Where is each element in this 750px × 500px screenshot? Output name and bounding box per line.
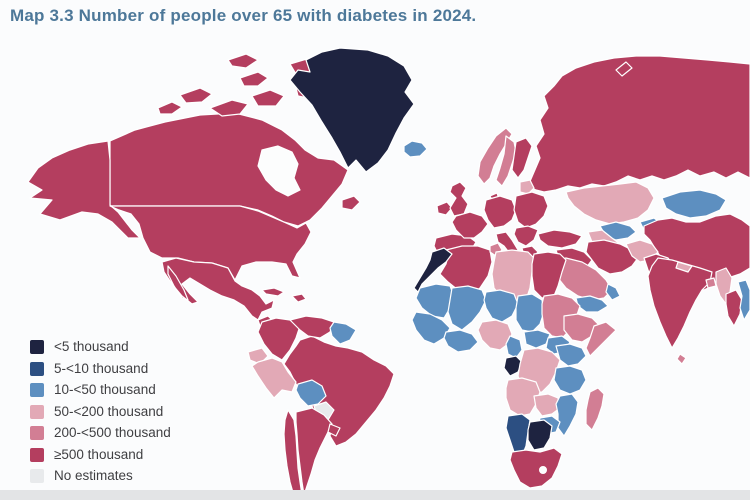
region-central-african-rep bbox=[523, 329, 551, 349]
region-somalia bbox=[585, 321, 617, 357]
legend-swatch-10to50k bbox=[30, 383, 44, 397]
region-niger bbox=[483, 289, 519, 323]
region-uk bbox=[449, 181, 469, 217]
region-argentina bbox=[295, 407, 333, 496]
region-bangladesh bbox=[705, 277, 717, 289]
map-legend: <5 thousand 5-<10 thousand 10-<50 thousa… bbox=[30, 340, 171, 483]
region-zambia bbox=[533, 393, 561, 417]
region-chad bbox=[515, 293, 545, 333]
region-cameroon bbox=[505, 335, 523, 359]
region-guyanas bbox=[329, 321, 357, 345]
region-nepal bbox=[675, 261, 693, 273]
region-egypt bbox=[531, 251, 567, 299]
legend-item: No estimates bbox=[30, 469, 171, 483]
region-usa bbox=[109, 205, 312, 281]
region-uruguay bbox=[327, 423, 341, 437]
region-madagascar bbox=[585, 387, 605, 431]
region-south-africa bbox=[509, 447, 563, 489]
legend-swatch-lt5k bbox=[30, 340, 44, 354]
region-mozambique bbox=[555, 393, 579, 437]
legend-item: ≥500 thousand bbox=[30, 446, 171, 462]
legend-swatch-5to10k bbox=[30, 361, 44, 376]
legend-label: 50-<200 thousand bbox=[54, 403, 164, 419]
region-botswana bbox=[527, 419, 553, 451]
region-angola bbox=[505, 377, 541, 417]
region-balkans bbox=[513, 225, 539, 247]
region-tanzania bbox=[553, 365, 587, 395]
region-thailand bbox=[725, 289, 743, 327]
legend-label: No estimates bbox=[54, 468, 133, 483]
region-west-africa bbox=[411, 311, 451, 345]
region-india bbox=[647, 257, 713, 349]
legend-item: 10-<50 thousand bbox=[30, 383, 171, 397]
region-mongolia bbox=[661, 189, 727, 219]
region-germany-central bbox=[483, 195, 517, 229]
legend-label: 10-<50 thousand bbox=[54, 382, 156, 397]
region-hispaniola bbox=[291, 293, 307, 303]
region-norway bbox=[477, 127, 513, 185]
region-turkey bbox=[537, 229, 583, 249]
region-finland bbox=[511, 137, 533, 179]
legend-swatch-ge500k bbox=[30, 447, 44, 462]
legend-swatch-none bbox=[30, 469, 44, 483]
region-ireland bbox=[436, 201, 453, 216]
legend-swatch-200to500k bbox=[30, 426, 44, 440]
region-mexico bbox=[161, 257, 275, 321]
region-cuba bbox=[261, 287, 285, 297]
region-oman bbox=[605, 283, 621, 301]
region-sri-lanka bbox=[676, 353, 687, 365]
hudson-bay bbox=[257, 145, 301, 197]
footer-strip bbox=[0, 490, 750, 500]
region-mauritania bbox=[415, 283, 455, 319]
legend-swatch-50to200k bbox=[30, 404, 44, 419]
region-mali bbox=[447, 285, 487, 331]
region-france bbox=[451, 211, 489, 239]
legend-item: 5-<10 thousand bbox=[30, 360, 171, 376]
legend-label: <5 thousand bbox=[54, 339, 129, 354]
region-alaska bbox=[27, 140, 141, 239]
region-greenland bbox=[289, 47, 415, 173]
region-baltics bbox=[519, 179, 535, 195]
region-morocco-wsahara bbox=[413, 247, 453, 293]
legend-label: 200-<500 thousand bbox=[54, 425, 171, 440]
legend-label: ≥500 thousand bbox=[54, 446, 144, 462]
region-vietnam bbox=[737, 279, 750, 321]
region-russia bbox=[527, 55, 750, 193]
region-kazakhstan bbox=[565, 181, 655, 225]
region-nigeria bbox=[477, 319, 513, 351]
region-iceland bbox=[403, 140, 428, 158]
lesotho-enclave bbox=[539, 466, 547, 474]
region-ivory-ghana bbox=[443, 329, 479, 353]
region-gabon-congo bbox=[503, 355, 523, 377]
region-bolivia bbox=[295, 379, 327, 407]
legend-item: 200-<500 thousand bbox=[30, 426, 171, 440]
legend-item: 50-<200 thousand bbox=[30, 403, 171, 419]
legend-item: <5 thousand bbox=[30, 340, 171, 354]
legend-label: 5-<10 thousand bbox=[54, 360, 149, 376]
region-peru bbox=[251, 357, 297, 399]
region-uganda-kenya bbox=[555, 343, 587, 367]
region-iran bbox=[585, 239, 639, 275]
region-east-europe bbox=[513, 191, 549, 229]
map-title: Map 3.3 Number of people over 65 with di… bbox=[10, 6, 477, 25]
region-venezuela bbox=[289, 315, 335, 339]
region-colombia bbox=[257, 317, 301, 361]
